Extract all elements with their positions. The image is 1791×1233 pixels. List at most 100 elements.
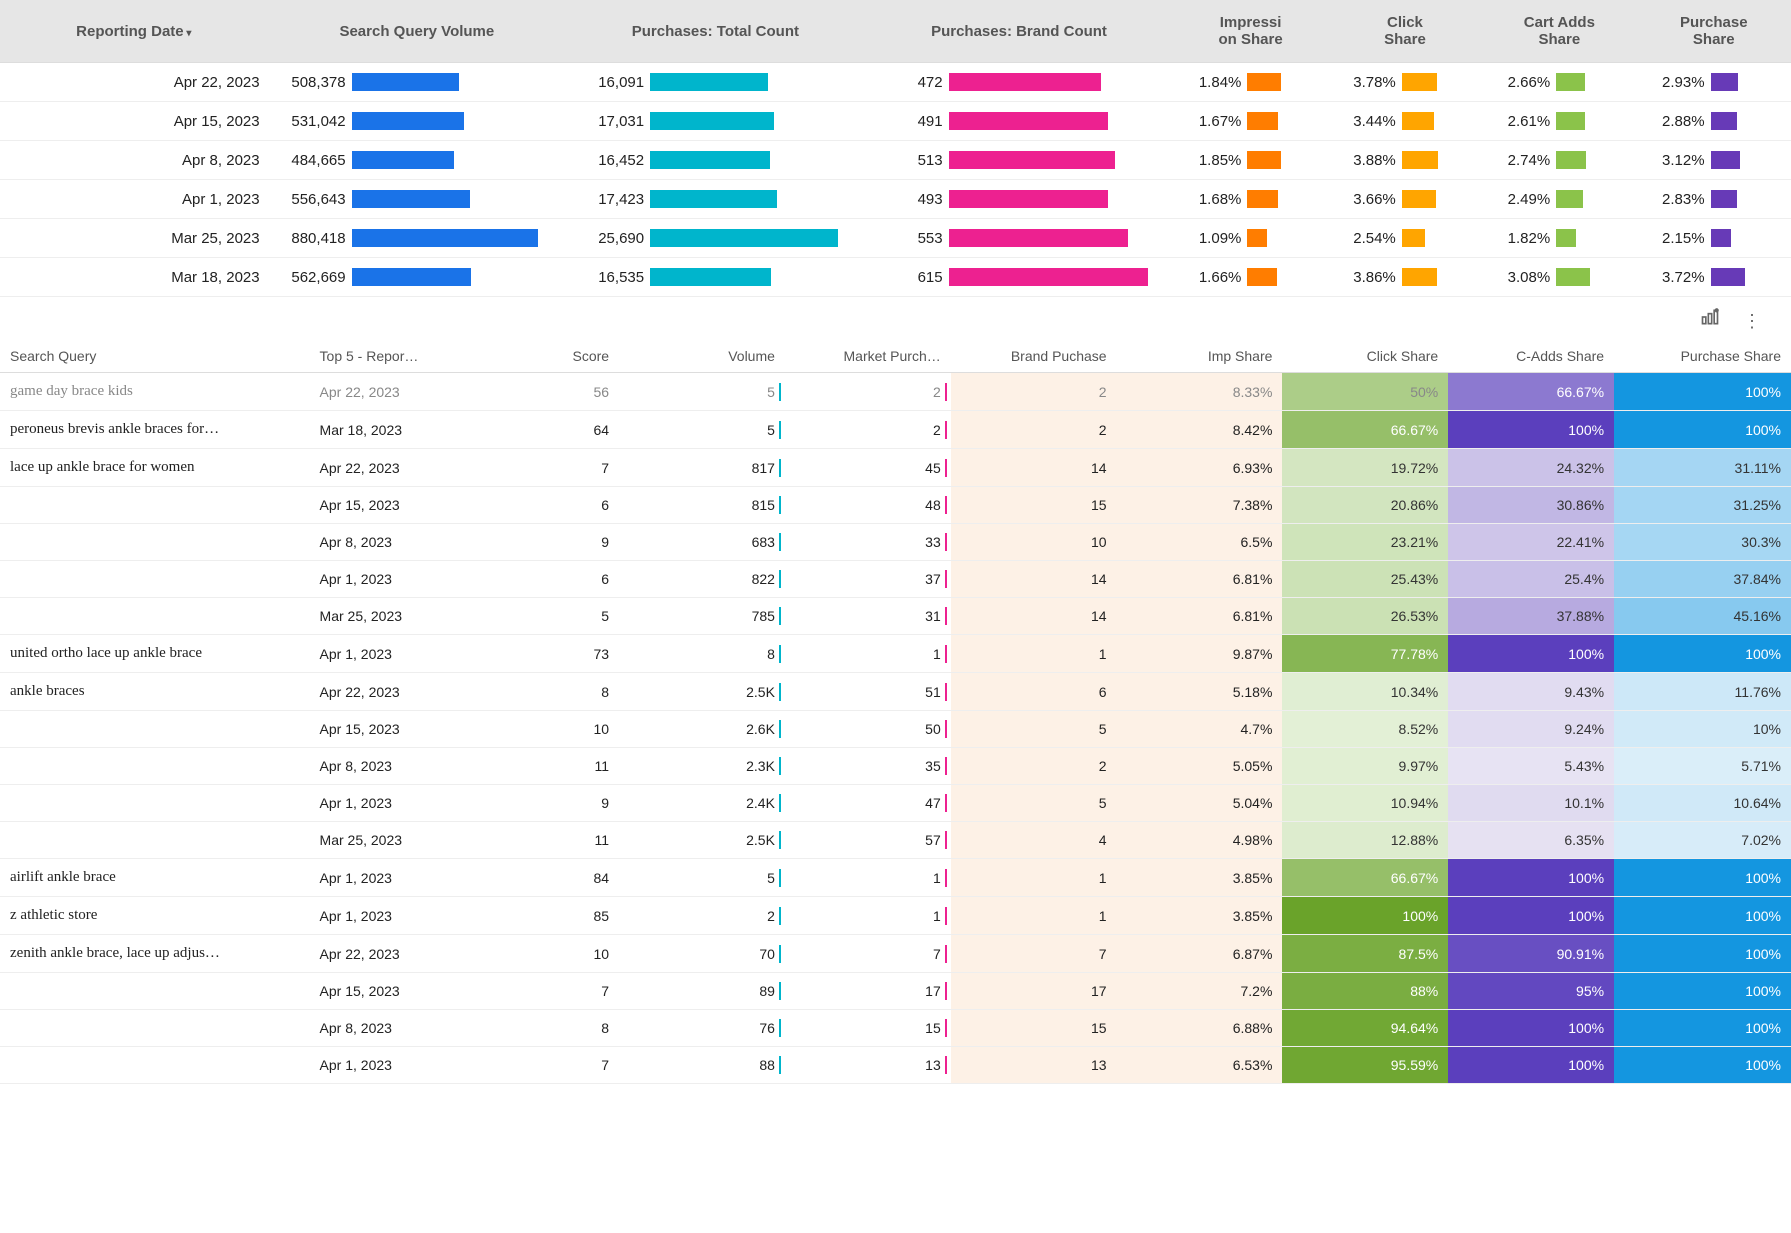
col-ptc[interactable]: Purchases: Total Count <box>566 0 865 63</box>
detail-row[interactable]: Mar 25, 2023578531146.81%26.53%37.88%45.… <box>0 598 1791 635</box>
cell-cart: 2.61% <box>1482 102 1636 141</box>
cell-cart: 3.08% <box>1482 258 1636 297</box>
cell-imp: 6.5% <box>1117 524 1283 561</box>
dcol-score[interactable]: Score <box>475 340 619 373</box>
cell-score: 73 <box>475 635 619 673</box>
col-imp-share[interactable]: Impressi on Share <box>1173 0 1327 63</box>
dcol-bp[interactable]: Brand Puchase <box>951 340 1117 373</box>
detail-row[interactable]: Apr 1, 202378813136.53%95.59%100%100% <box>0 1047 1791 1084</box>
cell-pshare: 10% <box>1614 711 1791 748</box>
summary-row[interactable]: Mar 18, 2023562,66916,5356151.66%3.86%3.… <box>0 258 1791 297</box>
cell-date: Apr 1, 2023 <box>310 561 476 598</box>
cell-query: ankle braces <box>0 673 310 711</box>
cell-click: 95.59% <box>1282 1047 1448 1084</box>
detail-row[interactable]: Apr 15, 2023681548157.38%20.86%30.86%31.… <box>0 487 1791 524</box>
detail-row[interactable]: Apr 1, 2023682237146.81%25.43%25.4%37.84… <box>0 561 1791 598</box>
cell-mp: 7 <box>785 935 951 973</box>
cell-click: 12.88% <box>1282 822 1448 859</box>
col-cart-share[interactable]: Cart Adds Share <box>1482 0 1636 63</box>
cell-volume: 822 <box>619 561 785 598</box>
dcol-query[interactable]: Search Query <box>0 340 310 373</box>
dcol-mp[interactable]: Market Purch… <box>785 340 951 373</box>
dcol-pshare[interactable]: Purchase Share <box>1614 340 1791 373</box>
cell-sqv: 556,643 <box>268 180 567 219</box>
cell-score: 7 <box>475 449 619 487</box>
detail-row[interactable]: Apr 15, 202378917177.2%88%95%100% <box>0 973 1791 1010</box>
cell-volume: 817 <box>619 449 785 487</box>
cell-sqv: 531,042 <box>268 102 567 141</box>
dcol-cadd[interactable]: C-Adds Share <box>1448 340 1614 373</box>
dcol-date[interactable]: Top 5 - Repor… <box>310 340 476 373</box>
detail-row[interactable]: peroneus brevis ankle braces for…Mar 18,… <box>0 411 1791 449</box>
detail-row[interactable]: game day brace kidsApr 22, 2023565228.33… <box>0 373 1791 411</box>
cell-imp: 3.85% <box>1117 897 1283 935</box>
cell-query: peroneus brevis ankle braces for… <box>0 411 310 449</box>
cell-bp: 5 <box>951 785 1117 822</box>
summary-row[interactable]: Apr 1, 2023556,64317,4234931.68%3.66%2.4… <box>0 180 1791 219</box>
cell-date: Apr 1, 2023 <box>310 859 476 897</box>
cell-pshare: 30.3% <box>1614 524 1791 561</box>
add-chart-icon[interactable]: + <box>1700 311 1725 331</box>
detail-row[interactable]: z athletic storeApr 1, 2023852113.85%100… <box>0 897 1791 935</box>
cell-cadd: 37.88% <box>1448 598 1614 635</box>
cell-cadd: 66.67% <box>1448 373 1614 411</box>
detail-row[interactable]: Mar 25, 2023112.5K5744.98%12.88%6.35%7.0… <box>0 822 1791 859</box>
cell-score: 7 <box>475 1047 619 1084</box>
detail-row[interactable]: airlift ankle braceApr 1, 2023845113.85%… <box>0 859 1791 897</box>
summary-row[interactable]: Apr 15, 2023531,04217,0314911.67%3.44%2.… <box>0 102 1791 141</box>
cell-mp: 51 <box>785 673 951 711</box>
cell-purch: 3.12% <box>1637 141 1791 180</box>
cell-imp: 6.81% <box>1117 561 1283 598</box>
cell-purch: 2.93% <box>1637 63 1791 102</box>
dcol-click[interactable]: Click Share <box>1282 340 1448 373</box>
cell-volume: 785 <box>619 598 785 635</box>
cell-click: 87.5% <box>1282 935 1448 973</box>
cell-imp: 1.66% <box>1173 258 1327 297</box>
detail-row[interactable]: ankle bracesApr 22, 202382.5K5165.18%10.… <box>0 673 1791 711</box>
cell-click: 66.67% <box>1282 411 1448 449</box>
col-sqv[interactable]: Search Query Volume <box>268 0 567 63</box>
cell-click: 3.66% <box>1328 180 1482 219</box>
more-options-icon[interactable]: ⋮ <box>1743 311 1761 331</box>
col-purchase-share[interactable]: Purchase Share <box>1637 0 1791 63</box>
cell-query <box>0 1010 310 1047</box>
cell-query: united ortho lace up ankle brace <box>0 635 310 673</box>
cell-bp: 5 <box>951 711 1117 748</box>
cell-bp: 15 <box>951 487 1117 524</box>
detail-row[interactable]: Apr 15, 2023102.6K5054.7%8.52%9.24%10% <box>0 711 1791 748</box>
summary-row[interactable]: Mar 25, 2023880,41825,6905531.09%2.54%1.… <box>0 219 1791 258</box>
cell-click: 3.86% <box>1328 258 1482 297</box>
cell-date: Apr 8, 2023 <box>310 1010 476 1047</box>
cell-bp: 17 <box>951 973 1117 1010</box>
detail-row[interactable]: Apr 8, 2023112.3K3525.05%9.97%5.43%5.71% <box>0 748 1791 785</box>
detail-row[interactable]: lace up ankle brace for womenApr 22, 202… <box>0 449 1791 487</box>
cell-purch: 2.88% <box>1637 102 1791 141</box>
cell-pbc: 615 <box>865 258 1174 297</box>
col-click-share[interactable]: Click Share <box>1328 0 1482 63</box>
cell-date: Apr 15, 2023 <box>310 487 476 524</box>
cell-cadd: 100% <box>1448 635 1614 673</box>
cell-pshare: 37.84% <box>1614 561 1791 598</box>
cell-mp: 17 <box>785 973 951 1010</box>
cell-click: 2.54% <box>1328 219 1482 258</box>
summary-row[interactable]: Apr 22, 2023508,37816,0914721.84%3.78%2.… <box>0 63 1791 102</box>
cell-cadd: 100% <box>1448 1010 1614 1047</box>
detail-row[interactable]: Apr 8, 2023968333106.5%23.21%22.41%30.3% <box>0 524 1791 561</box>
detail-row[interactable]: zenith ankle brace, lace up adjus…Apr 22… <box>0 935 1791 973</box>
cell-cadd: 100% <box>1448 897 1614 935</box>
col-reporting-date[interactable]: Reporting Date <box>0 0 268 63</box>
detail-row[interactable]: Apr 1, 202392.4K4755.04%10.94%10.1%10.64… <box>0 785 1791 822</box>
cell-mp: 50 <box>785 711 951 748</box>
cell-bp: 14 <box>951 561 1117 598</box>
cell-score: 11 <box>475 822 619 859</box>
cell-cart: 2.66% <box>1482 63 1636 102</box>
col-pbc[interactable]: Purchases: Brand Count <box>865 0 1174 63</box>
detail-row[interactable]: united ortho lace up ankle braceApr 1, 2… <box>0 635 1791 673</box>
dcol-imp[interactable]: Imp Share <box>1117 340 1283 373</box>
cell-pshare: 31.11% <box>1614 449 1791 487</box>
cell-bp: 14 <box>951 598 1117 635</box>
dcol-volume[interactable]: Volume <box>619 340 785 373</box>
cell-query: lace up ankle brace for women <box>0 449 310 487</box>
detail-row[interactable]: Apr 8, 202387615156.88%94.64%100%100% <box>0 1010 1791 1047</box>
summary-row[interactable]: Apr 8, 2023484,66516,4525131.85%3.88%2.7… <box>0 141 1791 180</box>
